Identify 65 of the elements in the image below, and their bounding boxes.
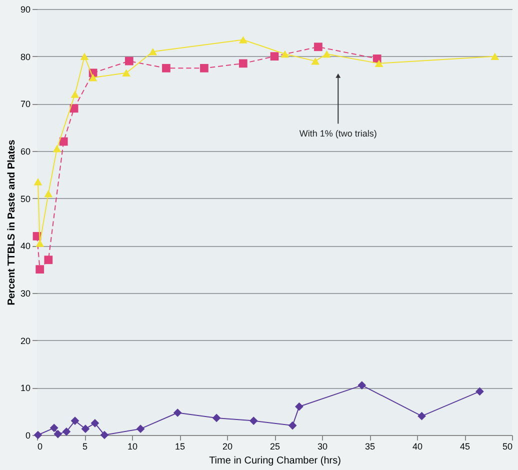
- point: [476, 387, 484, 396]
- point: [200, 64, 208, 72]
- x-tick-label: 20: [222, 442, 233, 452]
- point: [81, 424, 90, 434]
- y-tick-label: 90: [20, 4, 30, 14]
- point: [59, 137, 68, 146]
- point: [50, 424, 58, 432]
- point: [52, 145, 62, 152]
- y-tick-label: 40: [20, 241, 30, 252]
- y-axis-title: Percent TTBLS in Paste and Plates: [6, 139, 18, 306]
- point: [124, 56, 134, 66]
- point: [322, 50, 331, 58]
- point: [36, 265, 44, 274]
- point: [148, 48, 158, 56]
- point: [270, 52, 279, 61]
- point: [418, 412, 426, 420]
- point: [90, 418, 100, 428]
- point: [88, 74, 98, 82]
- point: [80, 52, 89, 60]
- x-tick-label: 30: [317, 442, 328, 452]
- point: [34, 178, 42, 186]
- y-tick-label: 30: [20, 288, 30, 298]
- point: [212, 414, 221, 422]
- point: [249, 416, 258, 425]
- point: [314, 42, 322, 52]
- x-tick-label: 40: [412, 442, 423, 452]
- x-tick-label: 45: [460, 442, 470, 452]
- point: [295, 402, 304, 411]
- point: [70, 416, 80, 425]
- x-tick-label: 5: [82, 442, 88, 452]
- x-axis-title: Time in Curing Chamber (hrs): [209, 456, 341, 466]
- y-tick-label: 50: [20, 194, 30, 204]
- y-tick-label: 70: [20, 99, 30, 110]
- y-tick-label: 60: [20, 146, 30, 156]
- annotation: With 1% (two trials): [299, 128, 377, 139]
- x-tick-label: 10: [127, 442, 138, 452]
- point: [44, 256, 53, 264]
- point: [311, 57, 320, 65]
- point: [288, 421, 297, 430]
- x-tick-label: 35: [364, 442, 376, 452]
- point: [70, 104, 78, 113]
- point: [136, 424, 145, 434]
- point: [100, 430, 109, 440]
- point: [280, 50, 290, 58]
- x-tick-label: 0: [38, 442, 43, 452]
- point: [358, 381, 366, 390]
- y-tick-label: 80: [20, 52, 30, 62]
- point: [36, 240, 44, 247]
- y-tick-label: 0: [25, 430, 30, 440]
- point: [70, 90, 80, 98]
- x-tick-label: 15: [174, 442, 186, 452]
- y-tick-label: 20: [20, 336, 30, 346]
- point: [44, 190, 53, 198]
- point: [173, 408, 182, 417]
- point: [238, 59, 248, 68]
- point: [490, 52, 500, 60]
- point: [122, 69, 130, 77]
- point: [54, 430, 62, 438]
- y-tick-label: 10: [20, 383, 30, 394]
- x-tick-label: 25: [270, 442, 280, 452]
- point: [374, 60, 384, 68]
- point: [162, 64, 170, 72]
- point: [238, 36, 248, 44]
- point: [62, 428, 71, 436]
- x-tick-label: 50: [502, 442, 512, 452]
